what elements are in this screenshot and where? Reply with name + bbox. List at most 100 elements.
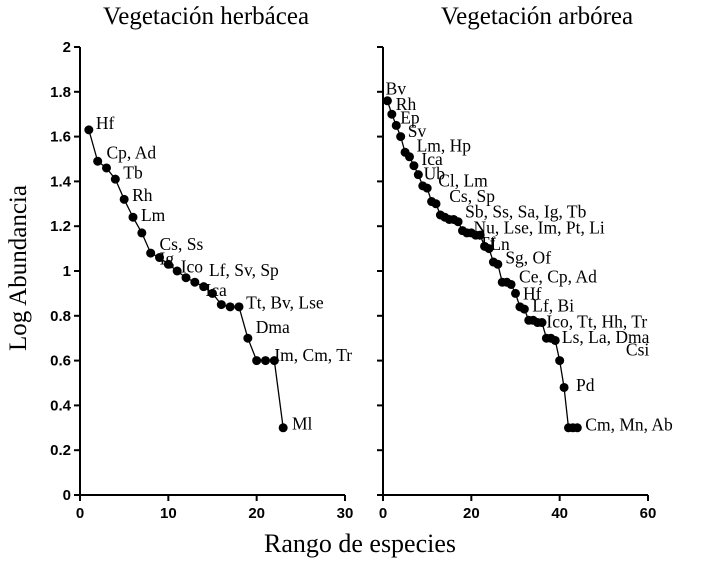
species-label: Lf, Bi bbox=[532, 296, 574, 316]
species-label: Tt, Bv, Lse bbox=[246, 292, 324, 312]
data-point bbox=[396, 132, 406, 142]
data-point bbox=[155, 253, 164, 263]
data-point bbox=[234, 302, 244, 312]
x-tick-label: 60 bbox=[640, 505, 657, 522]
x-tick-label: 40 bbox=[551, 505, 568, 522]
data-point bbox=[405, 152, 414, 162]
data-point bbox=[243, 333, 253, 343]
data-point bbox=[422, 183, 432, 193]
data-point bbox=[93, 156, 103, 166]
data-point bbox=[537, 318, 547, 328]
data-point bbox=[506, 279, 516, 289]
y-tick-label: 0.6 bbox=[50, 353, 71, 370]
x-tick-label: 10 bbox=[160, 505, 177, 522]
species-label: Bv bbox=[386, 78, 407, 98]
data-point bbox=[409, 161, 419, 171]
y-tick-label: 2 bbox=[63, 39, 71, 56]
data-point bbox=[559, 382, 569, 392]
species-label: Sg, Of bbox=[505, 248, 551, 268]
x-tick-label: 20 bbox=[463, 505, 480, 522]
species-label: Nu, Lse, Im, Pt, Li bbox=[474, 217, 605, 237]
y-tick-label: 0 bbox=[63, 487, 71, 504]
data-point bbox=[413, 170, 423, 180]
y-axis-label: Log Abundancia bbox=[5, 185, 32, 351]
species-label: Sb, Ss, Sa, Ig, Tb bbox=[465, 202, 586, 222]
data-point bbox=[137, 228, 147, 238]
data-point bbox=[119, 194, 129, 204]
species-label: Tb bbox=[123, 162, 143, 182]
species-label: Ls, La, Dma bbox=[562, 327, 650, 347]
data-point bbox=[181, 273, 191, 283]
data-point bbox=[128, 212, 138, 222]
data-point bbox=[172, 266, 182, 276]
data-point bbox=[199, 282, 209, 292]
y-tick-label: 1 bbox=[63, 263, 71, 280]
species-label: Im, Cm, Tr bbox=[274, 345, 352, 365]
species-label: Ce, Cp, Ad bbox=[519, 267, 597, 287]
species-label: Hf bbox=[96, 113, 115, 133]
data-point bbox=[102, 163, 111, 173]
data-point bbox=[493, 259, 503, 269]
species-label: Ln bbox=[490, 234, 510, 254]
species-label: Cs, Sp bbox=[449, 186, 495, 206]
species-label: Ico bbox=[181, 257, 204, 277]
species-label: Rh bbox=[132, 185, 153, 205]
species-label: Cs, Ss bbox=[160, 234, 204, 254]
data-point bbox=[387, 109, 397, 119]
panel-title-arborea: Vegetación arbórea bbox=[440, 3, 634, 30]
data-point bbox=[391, 120, 401, 130]
x-tick-label: 20 bbox=[248, 505, 265, 522]
species-label: Ep bbox=[400, 108, 420, 128]
y-tick-label: 0.8 bbox=[50, 308, 71, 325]
species-label: Ub bbox=[424, 164, 446, 184]
y-tick-label: 1.8 bbox=[50, 84, 71, 101]
data-point bbox=[550, 335, 560, 345]
data-point bbox=[431, 199, 441, 209]
data-point bbox=[190, 277, 200, 287]
species-label: Pd bbox=[576, 375, 595, 395]
species-label: Rh bbox=[396, 94, 417, 114]
data-point bbox=[475, 230, 485, 240]
panel-title-herbacea: Vegetación herbácea bbox=[102, 3, 310, 30]
y-tick-label: 1.4 bbox=[50, 173, 72, 190]
data-point bbox=[163, 259, 173, 269]
species-label: Lf, Sv, Sp bbox=[209, 260, 279, 280]
x-tick-label: 0 bbox=[379, 505, 387, 522]
x-tick-label: 30 bbox=[337, 505, 354, 522]
data-point bbox=[110, 174, 120, 184]
data-point bbox=[519, 304, 529, 314]
species-label: Ica bbox=[205, 280, 227, 300]
species-label: Lm bbox=[141, 205, 166, 225]
y-tick-label: 0.4 bbox=[50, 397, 72, 414]
species-label: Csi bbox=[626, 339, 649, 359]
data-point bbox=[382, 96, 392, 106]
species-label: Sv bbox=[408, 121, 427, 141]
species-label: Lm, Hp bbox=[417, 136, 472, 156]
data-point bbox=[208, 288, 217, 298]
data-point bbox=[269, 356, 279, 366]
data-point bbox=[146, 248, 156, 258]
y-tick-label: 1.2 bbox=[50, 218, 71, 235]
species-label: Hf bbox=[523, 283, 542, 303]
data-point bbox=[484, 244, 494, 254]
species-label: Cl, Lm bbox=[438, 170, 488, 190]
species-label: Ico, Tt, Hh, Tr bbox=[546, 311, 647, 331]
species-label: Dma bbox=[256, 317, 290, 337]
species-label: Ica bbox=[421, 149, 443, 169]
data-point bbox=[555, 356, 565, 366]
data-point bbox=[278, 423, 288, 433]
x-tick-label: 0 bbox=[76, 505, 84, 522]
data-point bbox=[453, 217, 463, 227]
species-label: Tf bbox=[479, 233, 496, 253]
data-point bbox=[261, 356, 270, 366]
data-point bbox=[572, 423, 582, 433]
x-axis-label: Rango de especies bbox=[263, 529, 457, 558]
data-point bbox=[252, 356, 262, 366]
data-point bbox=[225, 302, 235, 312]
data-point bbox=[216, 300, 226, 310]
y-tick-label: 0.2 bbox=[50, 442, 71, 459]
data-point bbox=[84, 125, 94, 135]
data-point bbox=[511, 288, 520, 298]
